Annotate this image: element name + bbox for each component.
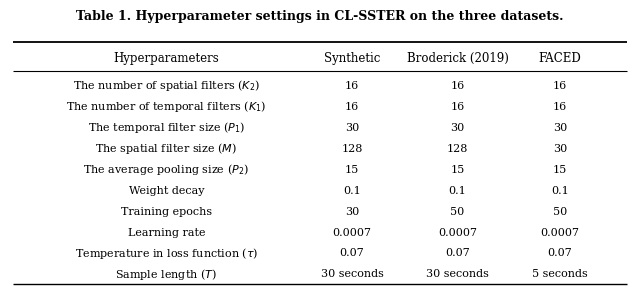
Text: 0.1: 0.1 bbox=[343, 186, 361, 196]
Text: 15: 15 bbox=[553, 165, 567, 175]
Text: 30: 30 bbox=[345, 123, 359, 133]
Text: 30 seconds: 30 seconds bbox=[426, 269, 489, 279]
Text: 30: 30 bbox=[451, 123, 465, 133]
Text: 15: 15 bbox=[345, 165, 359, 175]
Text: The number of temporal filters ($K_1$): The number of temporal filters ($K_1$) bbox=[67, 99, 266, 114]
Text: 128: 128 bbox=[341, 144, 363, 154]
Text: The spatial filter size ($M$): The spatial filter size ($M$) bbox=[95, 141, 237, 156]
Text: 0.07: 0.07 bbox=[340, 249, 364, 258]
Text: 30: 30 bbox=[553, 144, 567, 154]
Text: 16: 16 bbox=[553, 102, 567, 112]
Text: 16: 16 bbox=[345, 102, 359, 112]
Text: 30: 30 bbox=[553, 123, 567, 133]
Text: 16: 16 bbox=[345, 81, 359, 91]
Text: Table 1. Hyperparameter settings in CL-SSTER on the three datasets.: Table 1. Hyperparameter settings in CL-S… bbox=[76, 10, 564, 23]
Text: Temperature in loss function ($\tau$): Temperature in loss function ($\tau$) bbox=[75, 246, 258, 261]
Text: Hyperparameters: Hyperparameters bbox=[113, 52, 220, 65]
Text: Sample length ($T$): Sample length ($T$) bbox=[115, 267, 218, 282]
Text: Training epochs: Training epochs bbox=[121, 207, 212, 217]
Text: 0.1: 0.1 bbox=[449, 186, 467, 196]
Text: 5 seconds: 5 seconds bbox=[532, 269, 588, 279]
Text: 50: 50 bbox=[553, 207, 567, 217]
Text: 0.0007: 0.0007 bbox=[438, 228, 477, 237]
Text: 16: 16 bbox=[451, 81, 465, 91]
Text: 50: 50 bbox=[451, 207, 465, 217]
Text: 0.0007: 0.0007 bbox=[333, 228, 371, 237]
Text: Learning rate: Learning rate bbox=[127, 228, 205, 237]
Text: 30 seconds: 30 seconds bbox=[321, 269, 383, 279]
Text: The number of spatial filters ($K_2$): The number of spatial filters ($K_2$) bbox=[73, 78, 260, 93]
Text: 0.1: 0.1 bbox=[551, 186, 569, 196]
Text: 30: 30 bbox=[345, 207, 359, 217]
Text: Broderick (2019): Broderick (2019) bbox=[406, 52, 509, 65]
Text: FACED: FACED bbox=[539, 52, 581, 65]
Text: Weight decay: Weight decay bbox=[129, 186, 204, 196]
Text: 16: 16 bbox=[451, 102, 465, 112]
Text: 128: 128 bbox=[447, 144, 468, 154]
Text: The temporal filter size ($P_1$): The temporal filter size ($P_1$) bbox=[88, 120, 245, 135]
Text: 16: 16 bbox=[553, 81, 567, 91]
Text: Synthetic: Synthetic bbox=[324, 52, 380, 65]
Text: 15: 15 bbox=[451, 165, 465, 175]
Text: 0.07: 0.07 bbox=[445, 249, 470, 258]
Text: 0.0007: 0.0007 bbox=[541, 228, 579, 237]
Text: 0.07: 0.07 bbox=[548, 249, 572, 258]
Text: The average pooling size ($P_2$): The average pooling size ($P_2$) bbox=[83, 162, 250, 177]
